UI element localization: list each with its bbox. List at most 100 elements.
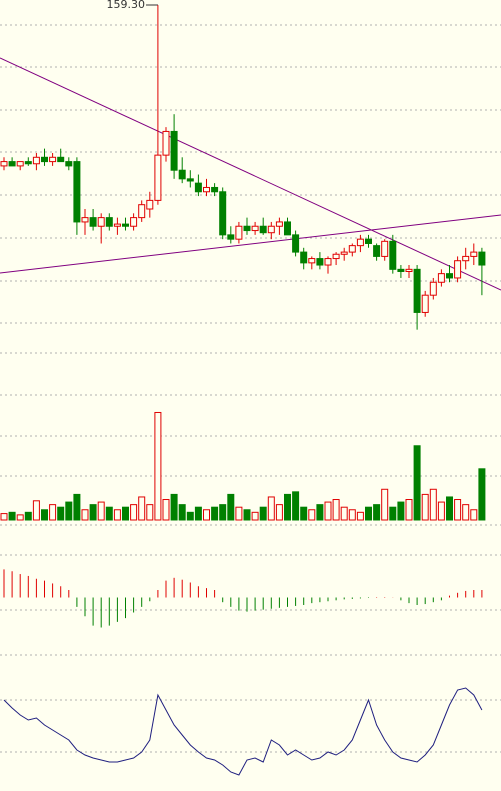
- candle-body: [284, 221, 291, 236]
- volume-bar: [154, 411, 162, 521]
- volume-bar: [243, 509, 251, 521]
- candle-body: [49, 156, 57, 163]
- candle-body: [373, 245, 381, 257]
- volume-bar: [130, 504, 138, 521]
- volume-bar: [454, 499, 462, 521]
- trend-line: [0, 57, 501, 291]
- volume-bar: [413, 445, 421, 521]
- candle-body: [300, 251, 308, 264]
- candle-body: [316, 258, 324, 266]
- volume-bar: [227, 493, 235, 521]
- volume-bar: [219, 504, 227, 521]
- candle-body: [275, 221, 283, 227]
- candle-body: [454, 260, 462, 279]
- volume-bar: [211, 506, 219, 521]
- volume-bar: [437, 501, 445, 521]
- candle-body: [146, 199, 154, 210]
- volume-bar: [405, 499, 413, 521]
- volume-bar: [203, 509, 210, 521]
- volume-bar: [284, 493, 291, 521]
- candle-body: [203, 186, 210, 193]
- candle-body: [227, 234, 235, 240]
- candle-body: [267, 225, 275, 234]
- candle-body: [235, 225, 243, 240]
- volume-bar: [162, 499, 170, 521]
- volume-bar: [122, 506, 129, 521]
- volume-bar: [300, 506, 308, 521]
- volume-bar: [356, 511, 364, 521]
- candle-body: [16, 161, 24, 167]
- volume-bar: [32, 500, 40, 521]
- candle-body: [340, 251, 348, 255]
- volume-bar: [0, 513, 8, 521]
- candle-body: [130, 217, 138, 227]
- volume-bar: [332, 499, 340, 521]
- candle-body: [243, 225, 251, 232]
- volume-bar: [397, 501, 405, 521]
- volume-bar: [24, 511, 32, 521]
- candle-body: [89, 217, 97, 227]
- volume-bar: [373, 504, 381, 521]
- candle-body: [97, 217, 105, 227]
- volume-bar: [49, 504, 57, 521]
- volume-bar: [267, 496, 275, 521]
- volume-bar: [105, 506, 113, 521]
- candle-body: [421, 294, 429, 313]
- candle-body: [122, 223, 129, 227]
- volume-bar: [194, 506, 202, 521]
- candle-body: [365, 238, 372, 244]
- volume-bar: [446, 496, 453, 521]
- candle-body: [429, 281, 437, 296]
- volume-bar: [97, 501, 105, 521]
- candle-body: [389, 240, 397, 270]
- volume-bar: [186, 511, 194, 521]
- candle-body: [356, 238, 364, 247]
- candle-body: [0, 161, 8, 167]
- volume-bar: [470, 509, 478, 521]
- candle-body: [170, 130, 178, 171]
- volume-bar: [178, 504, 186, 521]
- candle-body: [105, 217, 113, 227]
- candle-body: [41, 156, 48, 163]
- volume-bar: [89, 504, 97, 521]
- candle-body: [162, 130, 170, 156]
- candle-body: [462, 255, 470, 262]
- candle-body: [178, 169, 186, 180]
- volume-bar: [308, 509, 316, 521]
- candle-body: [446, 273, 453, 279]
- volume-bar: [462, 504, 470, 521]
- volume-bar: [381, 488, 389, 521]
- candle-body: [405, 268, 413, 272]
- candle-body: [259, 225, 267, 234]
- volume-bar: [348, 509, 356, 521]
- volume-bar: [292, 491, 300, 521]
- candle-body: [251, 225, 259, 232]
- candle-body: [292, 234, 300, 253]
- volume-bar: [81, 509, 89, 521]
- volume-bar: [429, 488, 437, 521]
- candle-body: [194, 182, 202, 193]
- volume-bar: [316, 504, 324, 521]
- candle-body: [478, 251, 486, 266]
- volume-bar: [324, 501, 332, 521]
- candle-body: [81, 217, 89, 223]
- candle-body: [348, 245, 356, 253]
- candle-body: [57, 156, 65, 163]
- candle-body: [24, 161, 32, 165]
- volume-bar: [8, 511, 16, 521]
- grid: [0, 24, 501, 753]
- volume-bar: [113, 509, 121, 521]
- candle-body: [413, 268, 421, 313]
- volume-bar: [251, 511, 259, 521]
- volume-bar: [235, 506, 243, 521]
- candle-body: [8, 161, 16, 167]
- volume-bar: [421, 493, 429, 521]
- volume-bar: [146, 504, 154, 521]
- volume-bar: [41, 509, 48, 521]
- volume-bar: [170, 493, 178, 521]
- volume-bar: [389, 506, 397, 521]
- volume-bar: [478, 468, 486, 521]
- candle-body: [219, 191, 227, 236]
- volume-bar: [340, 506, 348, 521]
